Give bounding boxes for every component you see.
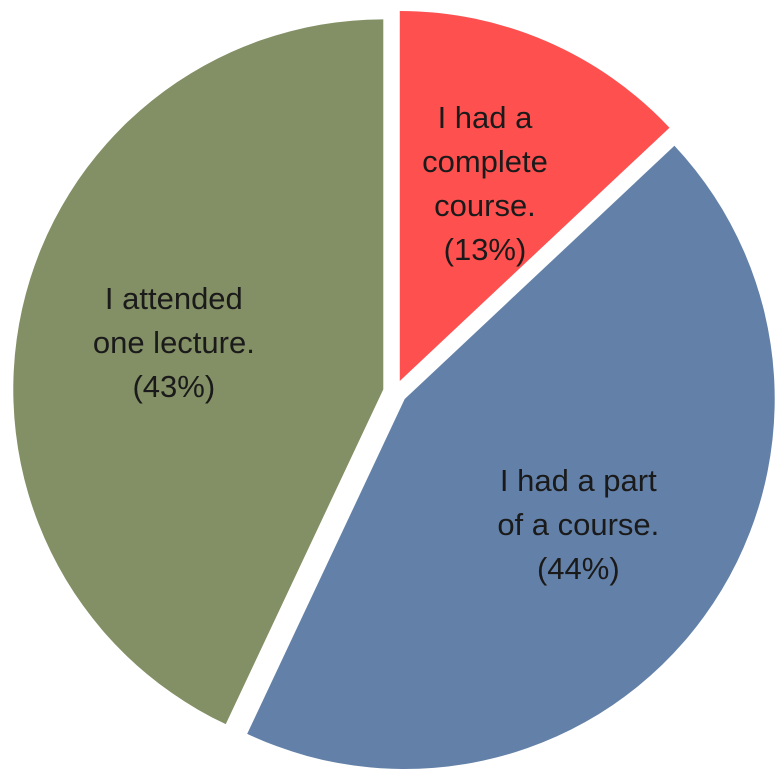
- pie-slice: [247, 145, 775, 770]
- category-label: I attended one lecture.: [92, 280, 255, 360]
- value-label: (43%): [132, 368, 216, 404]
- pie-slice: [399, 10, 670, 381]
- category-label: I had a part of a course.: [497, 463, 660, 543]
- value-label: (13%): [443, 232, 527, 268]
- slice-label: I had a complete course. (13%): [402, 96, 567, 272]
- category-label: I had a complete course.: [422, 100, 548, 224]
- value-label: (44%): [536, 551, 620, 587]
- pie-slice: [13, 19, 384, 725]
- slice-label: I had a part of a course. (44%): [496, 459, 661, 591]
- slice-label: I attended one lecture. (43%): [91, 277, 256, 409]
